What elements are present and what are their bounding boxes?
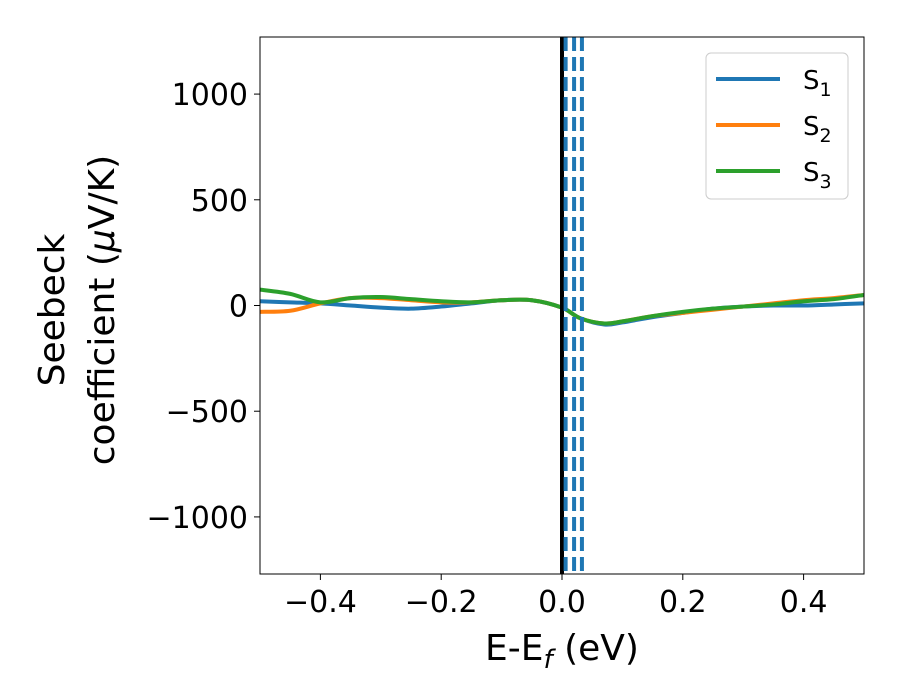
- y-tick-label: 1000: [172, 78, 248, 113]
- x-axis-label: E-Ef (eV): [485, 628, 639, 675]
- x-tick-label: 0.2: [659, 585, 707, 620]
- legend-label-s1: S1: [803, 66, 832, 101]
- y-tick-label: −1000: [147, 501, 248, 536]
- plot-area: [260, 37, 864, 574]
- y-axis-label-line1: Seebeck: [32, 233, 73, 386]
- y-axis-label: Seebeck coefficient (μV/K): [32, 155, 123, 465]
- x-tick-label: 0.0: [538, 585, 586, 620]
- series-line-s3: [260, 287, 864, 326]
- x-axis: −0.4 −0.2 0.0 0.2 0.4: [284, 574, 827, 620]
- y-axis-label-line2: coefficient (μV/K): [82, 155, 123, 465]
- x-tick-label: −0.4: [284, 585, 357, 620]
- y-tick-label: −500: [166, 395, 248, 430]
- y-axis: 1000 500 0 −500 −1000: [147, 78, 260, 536]
- x-tick-label: −0.2: [405, 585, 478, 620]
- legend-label-s2: S2: [803, 112, 832, 147]
- legend-label-s3: S3: [803, 158, 832, 193]
- y-tick-label: 500: [191, 184, 248, 219]
- legend: S1 S2 S3: [705, 52, 849, 200]
- y-tick-label: 0: [229, 290, 248, 325]
- x-tick-label: 0.4: [780, 585, 828, 620]
